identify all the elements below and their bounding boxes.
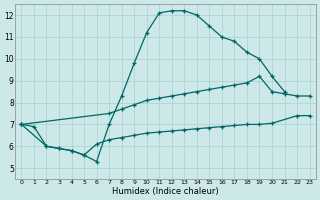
X-axis label: Humidex (Indice chaleur): Humidex (Indice chaleur) (112, 187, 219, 196)
